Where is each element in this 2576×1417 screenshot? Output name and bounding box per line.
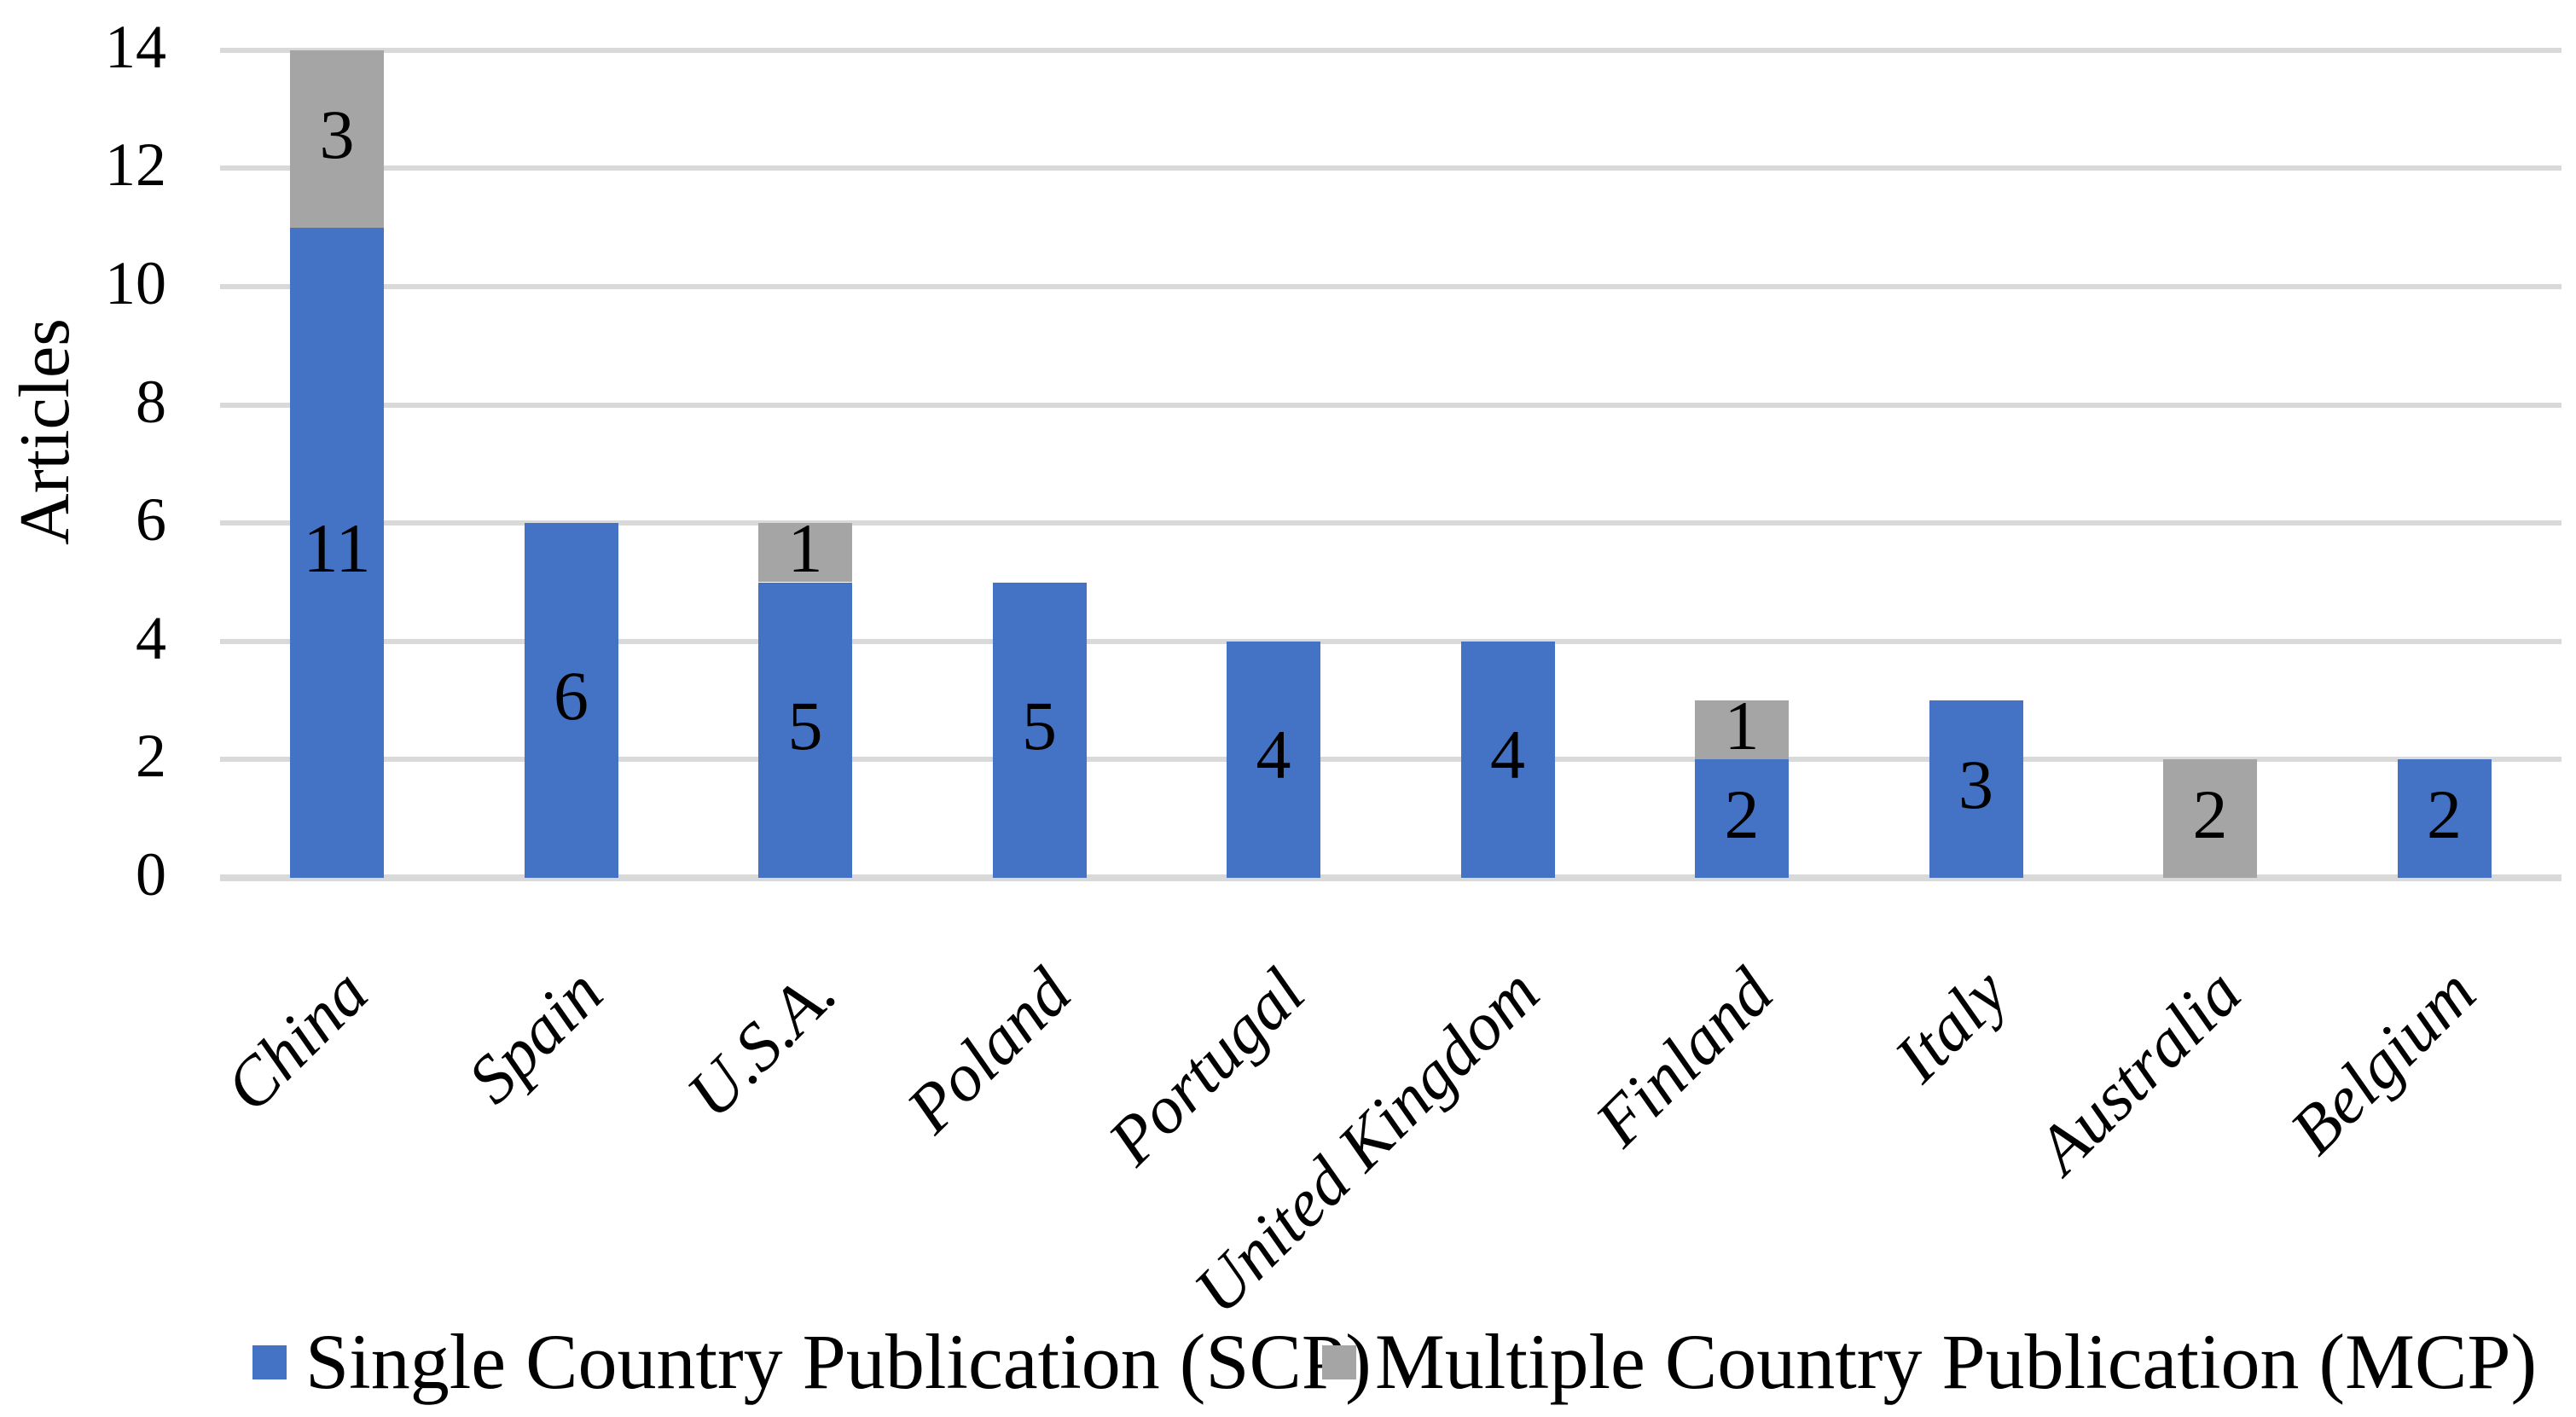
bar-segment-scp-italy xyxy=(1929,700,2023,878)
bar-value-label: 6 xyxy=(554,657,589,735)
x-category-label-belgium: Belgium xyxy=(2276,955,2490,1169)
y-tick-label: 2 xyxy=(136,722,166,791)
x-category-label-australia: Australia xyxy=(2022,955,2256,1188)
bar-segment-mcp-australia xyxy=(2163,759,2257,878)
bar-value-label: 1 xyxy=(787,508,823,587)
x-category-label-china: China xyxy=(211,955,383,1126)
gridline xyxy=(220,757,2561,763)
y-tick-label: 4 xyxy=(136,603,166,672)
y-axis-title: Articles xyxy=(5,318,84,545)
gridline xyxy=(220,47,2561,53)
y-tick-label: 8 xyxy=(136,367,166,436)
bar-segment-scp-portugal xyxy=(1227,641,1320,878)
bar-segment-scp-poland xyxy=(992,582,1087,878)
bar-segment-scp-spain xyxy=(524,523,618,878)
bar-value-label: 1 xyxy=(1724,686,1760,764)
bar-segment-scp-finland xyxy=(1695,759,1789,878)
bar-segment-scp-united-kingdom xyxy=(1460,641,1555,878)
bar-segment-scp-u-s-a- xyxy=(758,582,852,878)
gridline xyxy=(220,520,2561,526)
bar-segment-scp-belgium xyxy=(2397,759,2492,878)
legend-item-mcp: Multiple Country Publication (MCP) xyxy=(1322,1318,2538,1405)
bar-value-label: 2 xyxy=(2427,775,2462,853)
bar-value-label: 2 xyxy=(1724,775,1760,853)
gridline xyxy=(220,284,2561,289)
mcp-legend-swatch-icon xyxy=(1322,1344,1356,1379)
legend-label-mcp: Multiple Country Publication (MCP) xyxy=(1375,1318,2538,1405)
x-category-label-italy: Italy xyxy=(1880,955,2022,1097)
bar-value-label: 11 xyxy=(303,508,371,587)
bar-segment-mcp-u-s-a- xyxy=(758,523,852,583)
y-tick-label: 12 xyxy=(105,131,166,200)
x-category-label-poland: Poland xyxy=(892,955,1085,1147)
bar-value-label: 2 xyxy=(2192,775,2228,853)
x-category-label-spain: Spain xyxy=(453,955,617,1118)
bar-value-label: 3 xyxy=(1958,746,1993,824)
gridline xyxy=(220,638,2561,644)
bar-value-label: 3 xyxy=(319,95,355,173)
bar-segment-mcp-china xyxy=(290,49,384,228)
bar-value-label: 5 xyxy=(787,686,823,764)
bar-value-label: 4 xyxy=(1490,716,1525,794)
y-tick-label: 10 xyxy=(105,249,166,317)
x-category-label-u-s-a-: U.S.A. xyxy=(673,955,851,1133)
scp-legend-swatch-icon xyxy=(252,1344,287,1379)
x-category-label-finland: Finland xyxy=(1581,955,1788,1161)
x-category-label-portugal: Portugal xyxy=(1094,955,1320,1180)
y-tick-label: 14 xyxy=(105,12,166,81)
legend-label-scp: Single Country Publication (SCP) xyxy=(305,1318,1372,1405)
y-tick-label: 6 xyxy=(136,485,166,555)
bar-segment-mcp-finland xyxy=(1695,700,1789,760)
y-tick-label: 0 xyxy=(136,840,166,909)
gridline xyxy=(220,402,2561,408)
bar-segment-scp-china xyxy=(290,227,384,878)
x-axis-line xyxy=(220,874,2561,881)
bar-value-label: 4 xyxy=(1256,716,1291,794)
gridline xyxy=(220,166,2561,171)
bar-value-label: 5 xyxy=(1022,686,1057,764)
legend-item-scp: Single Country Publication (SCP) xyxy=(252,1318,1372,1405)
